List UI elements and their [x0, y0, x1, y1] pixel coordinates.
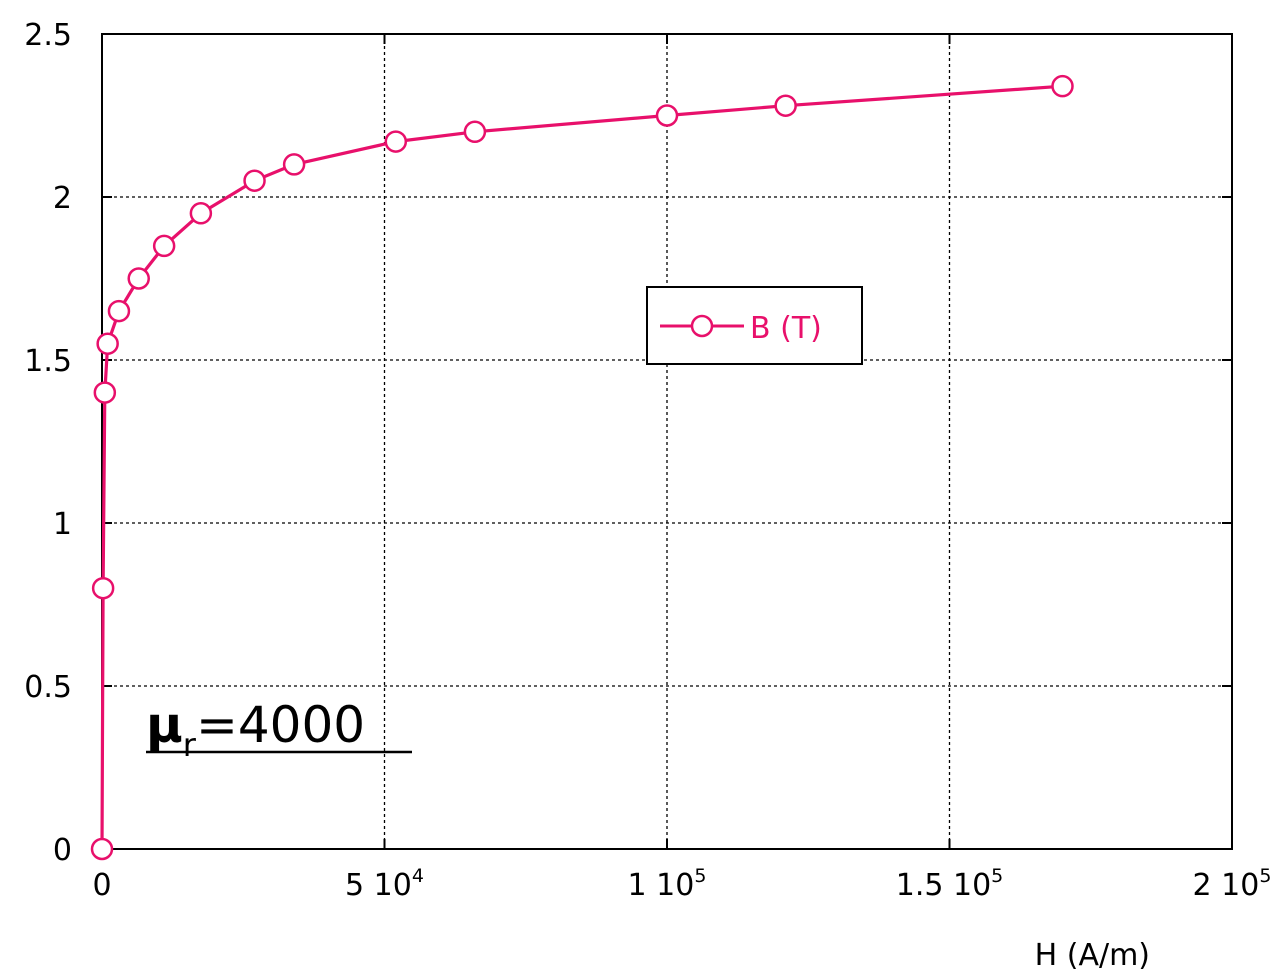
legend-label: B (T) [750, 311, 822, 346]
data-point [282, 153, 306, 176]
data-point [774, 94, 797, 117]
data-point [1051, 74, 1074, 98]
mu-subscript: r [183, 726, 197, 764]
data-point [655, 104, 679, 127]
data-point [243, 169, 266, 192]
data-point [90, 837, 114, 861]
data-point [91, 576, 115, 600]
data-point [152, 234, 176, 258]
data-point [384, 130, 408, 153]
svg-text:μr=4000: μr=4000 [146, 696, 365, 764]
series-b-t [90, 74, 1074, 861]
data-point [127, 267, 150, 290]
y-tick-label: 0.5 [24, 670, 72, 705]
data-point [463, 120, 487, 144]
mu-annotation: μr=4000 [146, 696, 412, 764]
x-tick-label: 2 105 [1193, 865, 1272, 903]
data-point [107, 299, 131, 323]
legend-marker [690, 314, 714, 338]
y-tick-label: 2 [53, 181, 72, 216]
x-tick-label: 0 [92, 868, 111, 903]
mu-symbol: μ [146, 696, 183, 754]
x-tick-label: 1 105 [628, 865, 707, 903]
y-tick-label: 1 [53, 507, 72, 542]
x-axis-label: H (A/m) [1035, 938, 1150, 973]
legend: B (T) [646, 286, 863, 365]
data-point [93, 381, 117, 404]
y-tick-label: 0 [53, 833, 72, 868]
x-tick-label: 5 104 [345, 865, 424, 903]
x-tick-label: 1.5 105 [896, 865, 1004, 903]
data-point [96, 332, 119, 355]
x-axis-ticks: 0 5 104 1 105 1.5 105 2 105 [92, 34, 1271, 903]
mu-value: =4000 [196, 696, 365, 754]
data-point [189, 202, 213, 225]
y-tick-label: 2.5 [24, 18, 72, 53]
y-tick-label: 1.5 [24, 344, 72, 379]
y-axis-ticks: 0 0.5 1 1.5 2 2.5 [24, 18, 1232, 868]
